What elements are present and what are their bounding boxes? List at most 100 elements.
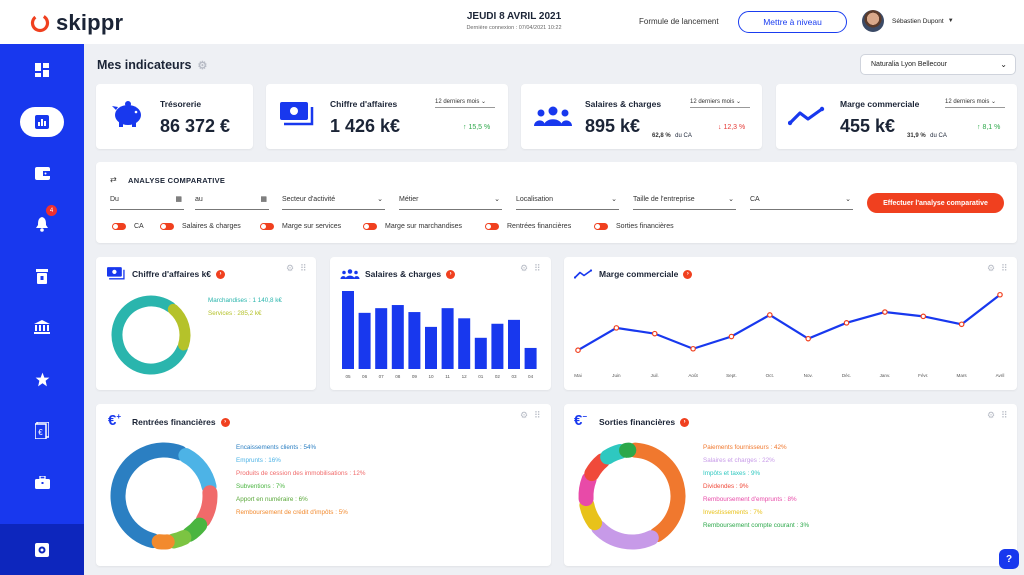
drag-handle-icon[interactable]: ⠿ [1001, 263, 1008, 273]
x-tick-label: Mai [574, 373, 581, 378]
toggle-switch[interactable] [594, 223, 608, 230]
filter-label: Métier [399, 196, 419, 203]
toggle-switch[interactable] [363, 223, 377, 230]
legend-item: Apport en numéraire : 6% [236, 496, 308, 503]
trend-down: ↓ 12,3 % [718, 124, 746, 131]
current-date: JEUDI 8 AVRIL 2021 [466, 11, 562, 22]
x-tick-label: 04 [528, 374, 534, 379]
gear-icon[interactable]: ⚙ [520, 410, 529, 420]
toggle-service-margin[interactable]: Marge sur services [260, 223, 341, 230]
legend-item: Impôts et taxes : 9% [703, 470, 761, 477]
toggle-ca[interactable]: CA [112, 223, 144, 230]
date-to-field[interactable]: au ▦ [195, 196, 269, 210]
sidebar-item-indicators[interactable] [0, 107, 84, 137]
drag-handle-icon[interactable]: ⠿ [534, 410, 541, 420]
toggle-switch[interactable] [160, 223, 174, 230]
period-select[interactable]: 12 derniers mois ⌄ [435, 98, 495, 108]
top-bar: skippr JEUDI 8 AVRIL 2021 Dernière conne… [0, 0, 1024, 44]
filter-sector[interactable]: Secteur d'activité ⌄ [282, 196, 385, 210]
donut-slice [111, 295, 188, 375]
x-tick-label: Janv. [880, 373, 891, 378]
info-icon[interactable]: › [680, 418, 690, 428]
toggle-switch[interactable] [112, 223, 126, 230]
star-icon [35, 372, 49, 386]
toggle-goods-margin[interactable]: Marge sur marchandises [363, 223, 462, 230]
toggle-label: Marge sur marchandises [385, 223, 463, 230]
site-select[interactable]: Naturalia Lyon Bellecour ⌄ [860, 54, 1016, 75]
bar-chart-icon [35, 115, 49, 129]
drag-handle-icon[interactable]: ⠿ [300, 263, 307, 273]
people-icon [534, 106, 572, 126]
help-button[interactable]: ? [999, 549, 1019, 569]
notification-badge: 4 [46, 205, 57, 216]
sidebar-item-invoices[interactable]: € [0, 415, 84, 445]
gear-icon[interactable]: ⚙ [987, 263, 996, 273]
toggle-label: Sorties financières [616, 223, 674, 230]
gear-icon[interactable]: ⚙ [520, 263, 529, 273]
x-tick-label: Mars [957, 373, 968, 378]
sidebar-item-notifications[interactable]: 4 [0, 205, 84, 239]
filter-revenue[interactable]: CA ⌄ [750, 196, 853, 210]
filter-location[interactable]: Localisation ⌄ [516, 196, 619, 210]
bar [441, 308, 454, 369]
user-menu[interactable]: Sébastien Dupont ▼ [862, 10, 954, 32]
toggle-switch[interactable] [485, 223, 499, 230]
data-point [997, 291, 1003, 298]
gear-icon[interactable]: ⚙ [286, 263, 295, 273]
legend-item: Marchandises : 1 140,8 k€ [208, 297, 282, 304]
drag-handle-icon[interactable]: ⠿ [1001, 410, 1008, 420]
chevron-down-icon: ⌄ [845, 196, 851, 203]
skippr-logo-icon [30, 13, 50, 33]
comparative-analysis-panel [96, 162, 1017, 243]
sidebar-item-business[interactable] [0, 467, 84, 497]
banknotes-icon [280, 102, 314, 126]
legend-item: Salaires et charges : 22% [703, 457, 775, 464]
upgrade-button[interactable]: Mettre à niveau [738, 11, 847, 33]
info-icon[interactable]: › [220, 418, 230, 428]
drag-handle-icon[interactable]: ⠿ [534, 263, 541, 273]
info-icon[interactable]: › [446, 270, 456, 280]
sidebar-item-dashboard[interactable] [0, 55, 84, 85]
period-select-value: 12 derniers mois [435, 99, 480, 105]
legend-item: Paiements fournisseurs : 42% [703, 444, 787, 451]
donut-slice [110, 442, 188, 549]
toggle-switch[interactable] [260, 223, 274, 230]
chart-card-margin: Marge commerciale › ⚙ ⠿ Mai Juin Juil. Août S… [564, 257, 1017, 390]
x-tick-label: 10 [428, 374, 434, 379]
data-point [690, 345, 696, 352]
donut-slice [627, 442, 686, 543]
legend-item: Investissements : 7% [703, 509, 763, 516]
sidebar-item-settings[interactable] [0, 524, 84, 575]
toggle-cash-out[interactable]: Sorties financières [594, 223, 674, 230]
info-icon[interactable]: › [683, 270, 693, 280]
legend-item: Dividendes : 9% [703, 483, 749, 490]
kpi-label: Marge commerciale [840, 99, 920, 109]
date-from-label: Du [110, 196, 119, 203]
period-select[interactable]: 12 derniers mois ⌄ [945, 98, 1005, 108]
filter-company-size[interactable]: Taille de l'entreprise ⌄ [633, 196, 736, 210]
gear-icon[interactable]: ⚙ [197, 59, 208, 72]
date-from-field[interactable]: Du ▦ [110, 196, 184, 210]
donut-slice [591, 520, 659, 550]
x-tick-label: 09 [412, 374, 418, 379]
filter-job[interactable]: Métier ⌄ [399, 196, 502, 210]
sidebar-item-wallet[interactable] [0, 158, 84, 188]
last-connection: Dernière connexion : 07/04/2021 10:22 [466, 25, 562, 31]
sidebar-item-bank[interactable] [0, 312, 84, 342]
data-point [575, 347, 581, 353]
info-icon[interactable]: › [216, 270, 226, 280]
run-comparative-analysis-button[interactable]: Effectuer l'analyse comparative [867, 193, 1004, 213]
sidebar-item-favorites[interactable] [0, 364, 84, 394]
chart-title-text: Sorties financières [599, 417, 676, 427]
donut-slice [166, 529, 192, 549]
kpi-label: Trésorerie [160, 99, 202, 109]
logo[interactable]: skippr [30, 10, 123, 36]
kpi-label: Salaires & charges [585, 99, 662, 109]
sidebar-item-documents[interactable] [0, 261, 84, 291]
data-point [767, 312, 773, 318]
period-select[interactable]: 12 derniers mois ⌄ [690, 98, 750, 108]
legend-item: Produits de cession des immobilisations … [236, 470, 366, 477]
toggle-cash-in[interactable]: Rentrées financières [485, 223, 571, 230]
toggle-salaries[interactable]: Salaires & charges [160, 223, 241, 230]
gear-icon[interactable]: ⚙ [987, 410, 996, 420]
